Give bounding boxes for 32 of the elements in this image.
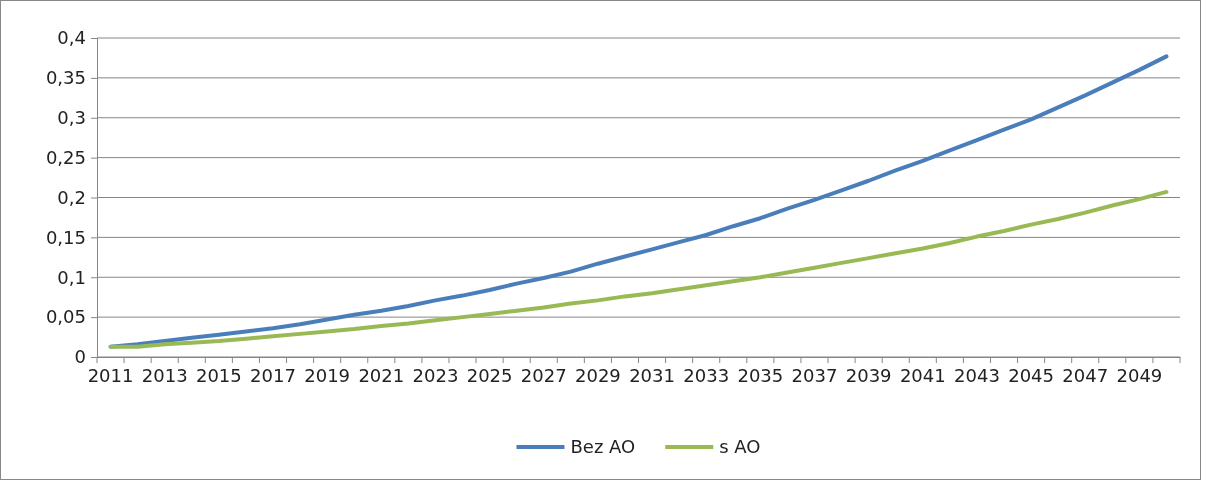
y-tick-label: 0,4 (57, 27, 86, 49)
x-tick-label: 2043 (954, 364, 1000, 386)
x-tick-label: 2029 (574, 364, 621, 386)
y-tick-label: 0,3 (57, 107, 86, 129)
x-tick-label: 2049 (1116, 364, 1163, 386)
x-tick-label: 2027 (520, 364, 567, 386)
x-tick-label: 2025 (466, 364, 513, 386)
x-tick-label: 2021 (358, 364, 405, 386)
x-tick-label: 2011 (87, 364, 134, 386)
x-tick-label: 2015 (195, 364, 242, 386)
x-tick-label: 2013 (141, 364, 188, 386)
y-tick-label: 0,1 (57, 266, 86, 288)
x-tick-label: 2017 (250, 364, 296, 386)
line-series (108, 189, 1169, 349)
x-tick-label: 2023 (412, 364, 459, 386)
y-tick-label: 0,35 (45, 67, 86, 89)
y-tick-label: 0,05 (45, 306, 86, 328)
y-tick-label: 0 (74, 346, 86, 368)
x-tick-label: 2037 (791, 364, 838, 386)
x-tick-label: 2019 (304, 364, 351, 386)
x-tick-label: 2031 (629, 364, 675, 386)
x-tick-label: 2045 (1008, 364, 1054, 386)
y-tick-label: 0,15 (45, 226, 86, 248)
x-tick-label: 2035 (737, 364, 784, 386)
x-tick-label: 2041 (899, 364, 946, 386)
x-tick-label: 2047 (1062, 364, 1109, 386)
legend-label: Bez AO (570, 436, 636, 457)
y-tick-label: 0,2 (57, 186, 86, 208)
legend-label: s AO (719, 436, 761, 457)
x-tick-label: 2033 (683, 364, 730, 386)
x-tick-label: 2039 (845, 364, 892, 386)
y-tick-label: 0,25 (45, 146, 86, 168)
